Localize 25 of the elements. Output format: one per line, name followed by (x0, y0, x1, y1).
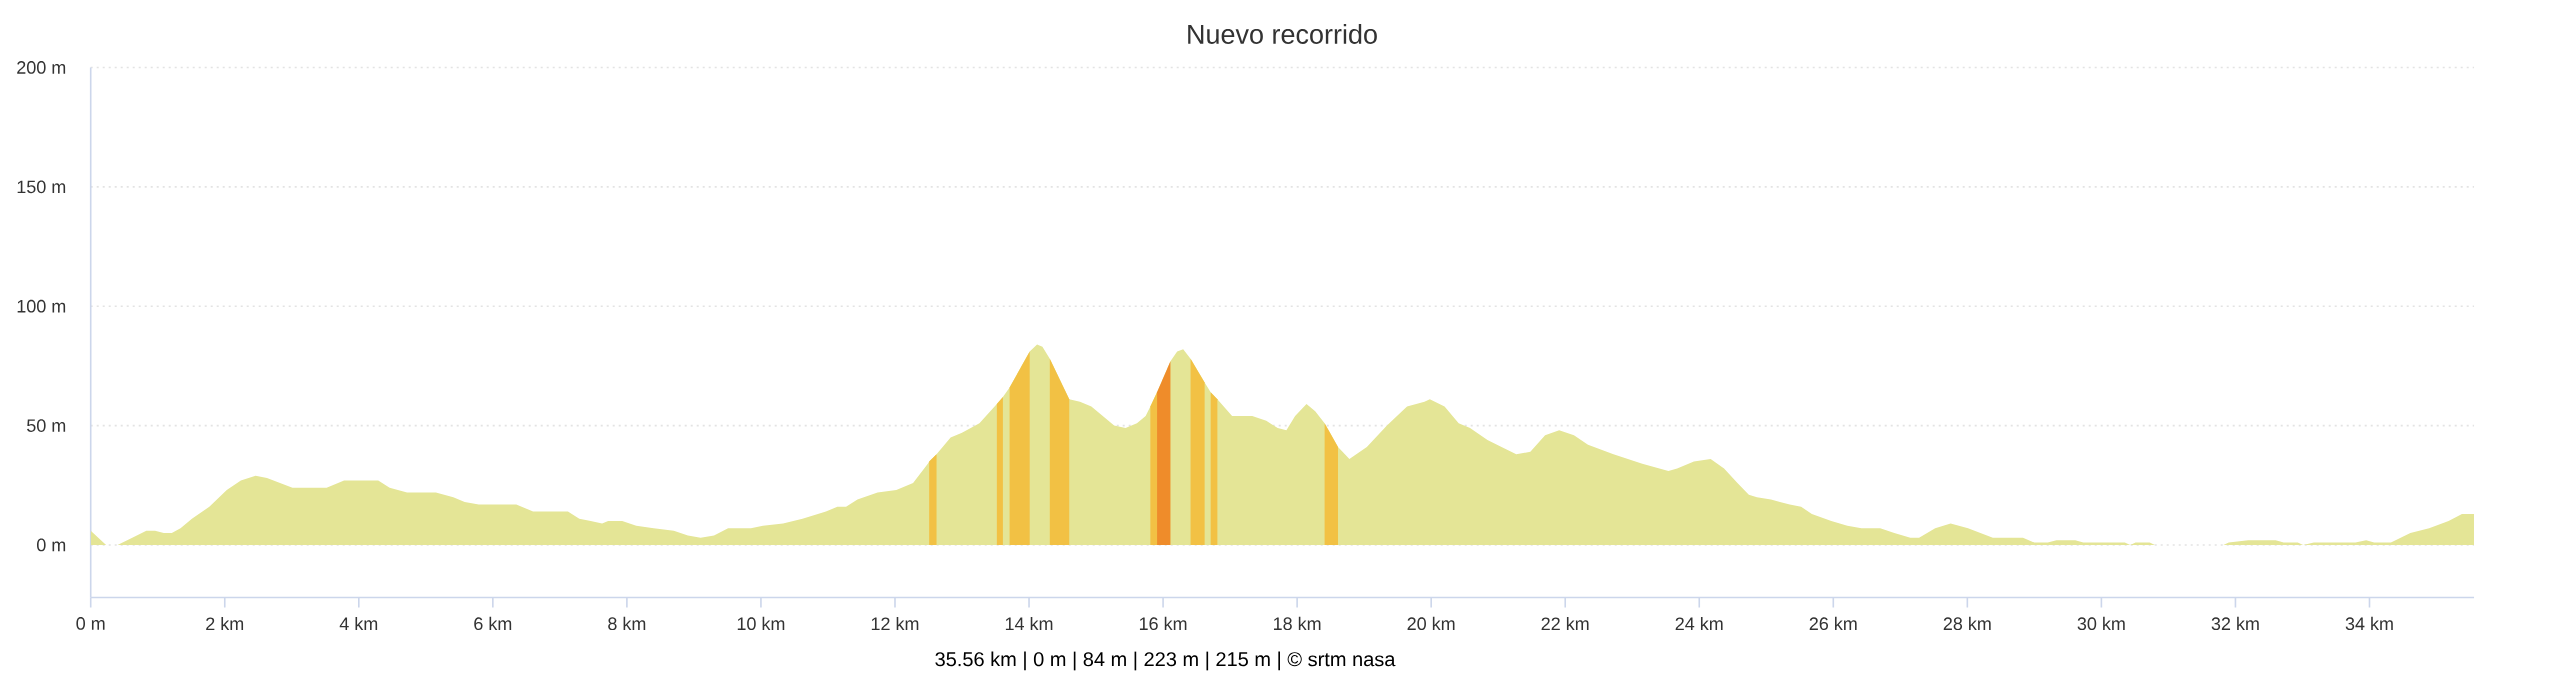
x-tick-label: 8 km (608, 616, 646, 631)
y-tick-label: 150 m (17, 180, 66, 194)
x-tick-label: 20 km (1407, 616, 1455, 631)
x-tick-label: 24 km (1675, 616, 1723, 631)
x-tick-label: 26 km (1809, 616, 1857, 631)
x-tick-label: 10 km (737, 616, 785, 631)
y-tick-label: 0 m (36, 538, 66, 552)
x-tick-label: 16 km (1139, 616, 1187, 631)
x-tick-label: 28 km (1943, 616, 1991, 631)
x-tick-label: 32 km (2211, 616, 2259, 631)
chart-title: Nuevo recorrido (1188, 24, 1377, 44)
x-tick-label: 30 km (2077, 616, 2125, 631)
text: 35.56 km | 0 m | 84 m | 223 m | 215 m | © srtm nasa (935, 651, 1396, 671)
x-tick-label: 22 km (1541, 616, 1589, 631)
x-tick-label: 2 km (206, 616, 244, 631)
x-tick-label: 18 km (1273, 616, 1321, 631)
x-tick-label: 4 km (339, 616, 378, 631)
y-tick-label: 200 m (17, 61, 66, 74)
x-tick-label: 34 km (2345, 616, 2393, 631)
y-tick-label: 100 m (17, 299, 66, 313)
x-tick-label: 12 km (871, 616, 919, 631)
x-tick-label: 14 km (1005, 616, 1053, 631)
x-tick-label: 0 m (76, 617, 105, 630)
x-tick-label: 6 km (474, 616, 512, 631)
y-tick-label: 50 m (27, 419, 66, 432)
